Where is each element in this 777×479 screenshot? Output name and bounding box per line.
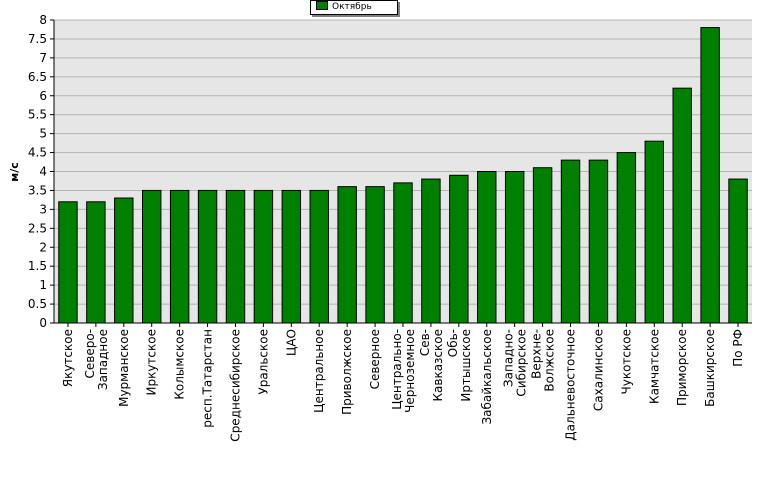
bar: [309, 189, 329, 324]
x-tick-label: Чукотское: [619, 329, 633, 394]
y-tick-label: 5.5: [28, 108, 47, 122]
x-tick-label: Центральное: [312, 329, 326, 413]
bar: [477, 171, 497, 324]
x-tick-label: Северное: [368, 329, 382, 389]
y-tick-label: 3.5: [28, 183, 47, 197]
bar: [225, 189, 246, 324]
x-tick-label: По РФ: [731, 329, 745, 367]
x-tick-label: респ.Татарстан: [201, 329, 215, 428]
y-tick-label: 4: [39, 165, 47, 179]
bar: [504, 171, 525, 324]
x-tick-label: Верхне-Волжское: [530, 329, 557, 392]
x-tick-label: Сев-Кавказское: [418, 329, 445, 402]
y-axis-label: м/с: [8, 162, 21, 182]
x-tick-label: Уральское: [256, 329, 270, 395]
y-tick-label: 0: [39, 316, 47, 330]
y-tick-label: 7: [39, 51, 47, 65]
x-tick-label: Камчатское: [647, 329, 661, 404]
y-tick-label: 4.5: [28, 146, 47, 160]
bar: [169, 189, 190, 324]
legend-label: Октябрь: [332, 2, 372, 12]
bar: [58, 201, 78, 324]
bar: [672, 87, 692, 324]
x-tick-label: ЦАО: [284, 329, 298, 356]
bar: [532, 167, 553, 324]
bar: [337, 186, 357, 324]
x-tick-label: Башкирское: [703, 329, 717, 407]
legend-swatch: [316, 1, 328, 10]
y-tick-label: 3: [39, 202, 47, 216]
bar: [588, 159, 609, 324]
x-tick-label: Западно-Сибирское: [502, 329, 529, 397]
y-tick-label: 2: [39, 240, 47, 254]
y-tick-label: 8: [39, 13, 47, 27]
bar: [86, 201, 106, 324]
bars: [58, 27, 748, 324]
bar: [142, 189, 162, 324]
bar: [393, 182, 413, 324]
bar: [253, 189, 274, 324]
bar: [700, 27, 720, 324]
x-tick-label: Сахалинское: [591, 329, 605, 411]
bar: [365, 186, 385, 324]
bar: [281, 189, 302, 324]
legend: Октябрь: [310, 0, 398, 15]
y-axis-ticks: 0 0.5 1 1.5 2 2.5 3 3.5 4 4.5 5 5.5 6 6.5 7 7.5 8: [28, 13, 54, 330]
x-tick-label: Среднесибирское: [228, 329, 242, 442]
x-tick-label: Забайкальское: [480, 329, 494, 425]
x-axis-labels: Якутское Северо-Западное Мурманское Иркутск…: [61, 323, 745, 442]
bar: [449, 174, 469, 324]
bar: [197, 189, 218, 324]
bar: [421, 178, 441, 324]
x-tick-label: Якутское: [61, 329, 75, 387]
bar: [560, 159, 581, 324]
x-tick-label: Приморское: [675, 329, 689, 406]
x-tick-label: Приволжское: [340, 329, 354, 415]
bar: [644, 140, 664, 324]
y-tick-label: 6: [39, 89, 47, 103]
bar: [114, 197, 134, 324]
x-tick-label: Мурманское: [117, 329, 131, 407]
x-tick-label: Северо-Западное: [83, 329, 110, 390]
bar: [616, 152, 637, 324]
x-tick-label: Центрально-Черноземное: [390, 329, 417, 413]
y-tick-label: 2.5: [28, 221, 47, 235]
y-tick-label: 0.5: [28, 297, 47, 311]
x-tick-label: Дальневосточное: [564, 329, 578, 441]
y-tick-label: 5: [39, 127, 47, 141]
y-tick-label: 6.5: [28, 70, 47, 84]
y-tick-label: 1: [39, 278, 47, 292]
x-tick-label: Иркутское: [145, 329, 159, 396]
x-tick-label: Колымское: [173, 329, 187, 400]
bar: [728, 178, 748, 324]
y-tick-label: 1.5: [28, 259, 47, 273]
y-tick-label: 7.5: [28, 32, 47, 46]
x-tick-label: Обь-Иртышское: [446, 329, 473, 402]
